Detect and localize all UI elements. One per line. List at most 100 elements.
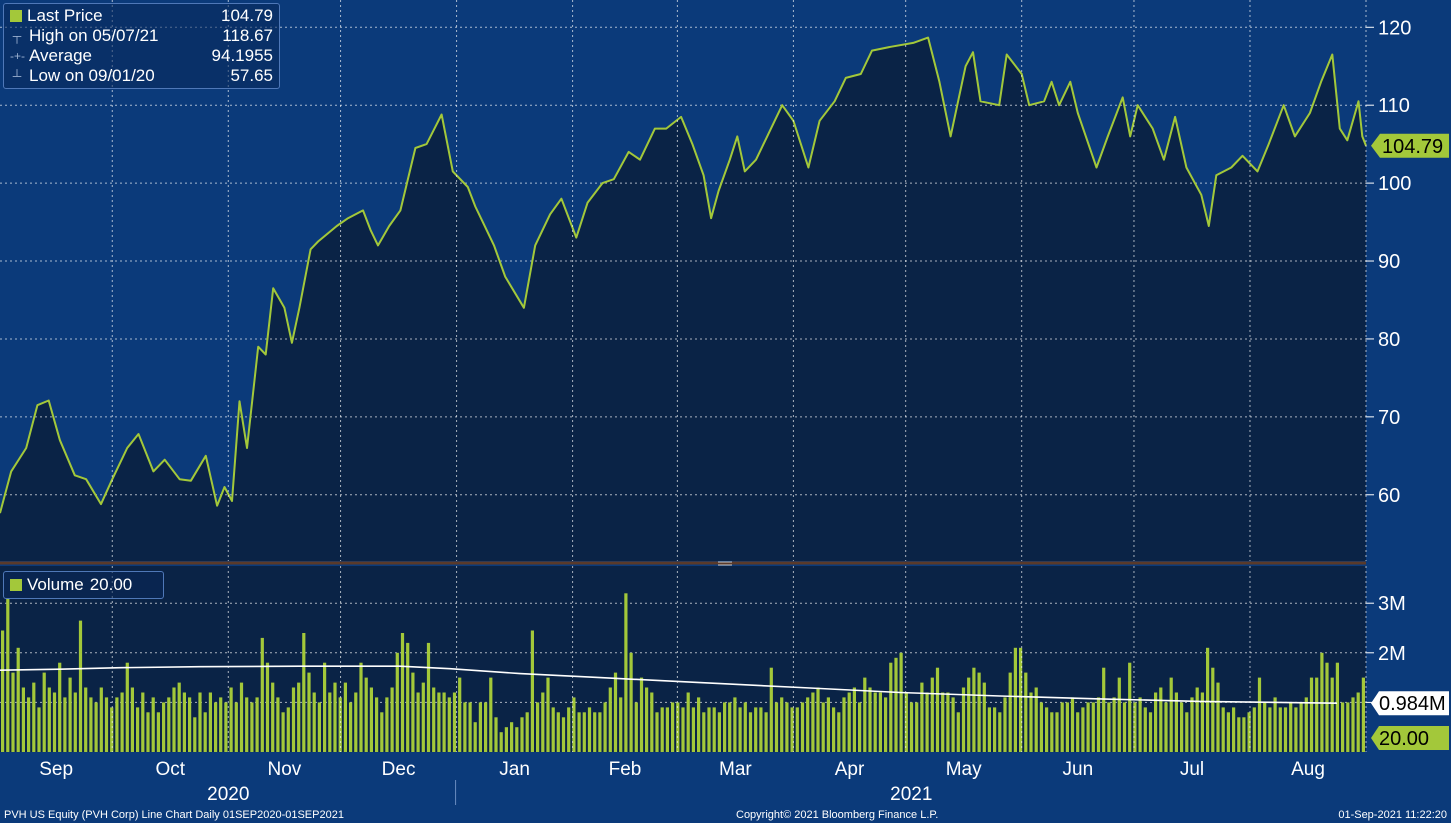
legend-volume[interactable]: Volume 20.00 — [10, 575, 157, 595]
volume-bar — [795, 707, 799, 752]
volume-bar — [1086, 702, 1090, 752]
volume-bar — [1174, 692, 1178, 752]
volume-bar — [42, 672, 46, 752]
volume-bar — [556, 712, 560, 752]
volume-bar — [21, 687, 25, 752]
volume-bar — [733, 697, 737, 752]
volume-bar — [1289, 702, 1293, 752]
volume-bar — [130, 687, 134, 752]
volume-legend[interactable]: Volume 20.00 — [3, 571, 164, 599]
volume-bar — [364, 677, 368, 752]
volume-bar — [416, 692, 420, 752]
volume-bar — [889, 662, 893, 752]
volume-bar — [909, 702, 914, 752]
volume-bar — [1148, 712, 1153, 752]
volume-bar — [198, 692, 202, 752]
volume-bar — [156, 712, 160, 752]
volume-bar — [1, 630, 5, 752]
volume-average-tag — [1371, 691, 1449, 716]
volume-bar — [276, 697, 280, 752]
month-tick-label: Mar — [719, 759, 752, 780]
volume-bar — [494, 717, 498, 752]
volume-bar — [826, 697, 830, 752]
volume-bar — [1268, 707, 1272, 752]
volume-bar — [182, 692, 186, 752]
volume-bar — [878, 692, 882, 752]
volume-bar — [1096, 697, 1101, 752]
volume-bar — [1361, 677, 1365, 752]
month-tick-label: Jun — [1063, 759, 1094, 780]
footer-center: Copyright© 2021 Bloomberg Finance L.P. — [736, 809, 938, 821]
volume-bar — [650, 692, 654, 752]
legend-high[interactable]: ┬ High on 05/07/21 118.67 — [10, 26, 273, 46]
volume-bar — [634, 702, 638, 752]
volume-bar — [63, 697, 67, 752]
volume-bar — [541, 692, 545, 752]
volume-bar — [317, 702, 321, 752]
volume-bar — [1154, 692, 1158, 752]
high-marker-icon: ┬ — [12, 29, 22, 43]
volume-bar — [525, 712, 529, 752]
volume-bar — [1003, 697, 1007, 752]
volume-bar — [639, 677, 644, 752]
volume-bar — [754, 707, 758, 752]
volume-bar — [832, 707, 836, 752]
volume-bar — [1278, 707, 1282, 752]
volume-bar — [421, 682, 425, 752]
volume-bar — [271, 682, 275, 752]
volume-bar — [385, 697, 389, 752]
volume-bar — [229, 687, 233, 752]
volume-bar — [587, 707, 592, 752]
volume-bar — [785, 702, 789, 752]
volume-bar — [395, 652, 399, 752]
volume-bar — [478, 702, 482, 752]
volume-bar — [338, 697, 342, 752]
volume-bar — [977, 672, 981, 752]
price-legend[interactable]: Last Price 104.79 ┬ High on 05/07/21 118… — [3, 3, 280, 89]
legend-low[interactable]: ┴ Low on 09/01/20 57.65 — [10, 66, 273, 86]
volume-bar — [572, 697, 576, 752]
price-tick-label: 120 — [1378, 17, 1411, 39]
volume-bar — [426, 642, 431, 752]
volume-bar — [987, 707, 991, 752]
volume-bar — [141, 692, 145, 752]
volume-bar — [665, 707, 669, 752]
volume-bar — [774, 702, 779, 752]
volume-bar — [1102, 667, 1106, 752]
volume-bar — [852, 687, 856, 752]
volume-bar — [1034, 687, 1038, 752]
volume-bar — [1257, 677, 1262, 752]
legend-last-price[interactable]: Last Price 104.79 — [10, 6, 273, 26]
volume-bar — [671, 702, 675, 752]
legend-average[interactable]: -+- Average 94.1955 — [10, 46, 273, 66]
volume-bar — [354, 692, 358, 752]
volume-bar — [16, 647, 20, 752]
footer-right: 01-Sep-2021 11:22:20 — [1338, 809, 1447, 821]
volume-bar — [68, 677, 72, 752]
volume-bar — [1190, 697, 1194, 752]
volume-bar — [613, 672, 618, 752]
year-label-2021: 2021 — [890, 784, 932, 805]
volume-bar — [1133, 702, 1137, 752]
volume-bar — [1200, 692, 1204, 752]
volume-bar — [219, 697, 223, 752]
volume-bar — [260, 637, 264, 752]
volume-bar — [561, 717, 566, 752]
volume-average-tag-label: 0.984M — [1379, 693, 1446, 715]
volume-bar — [1081, 707, 1085, 752]
volume-bar — [1122, 702, 1127, 752]
volume-bar — [899, 652, 903, 752]
volume-bar — [239, 682, 244, 752]
volume-bar — [930, 677, 934, 752]
volume-bar — [536, 702, 540, 752]
volume-bar — [582, 712, 586, 752]
high-value: 118.67 — [222, 26, 273, 45]
volume-bar — [567, 707, 571, 752]
price-tick-label: 90 — [1378, 251, 1400, 273]
volume-bar — [1039, 702, 1043, 752]
volume-bar — [1019, 647, 1023, 752]
volume-bar — [1128, 662, 1132, 752]
volume-tick-label: 3M — [1378, 593, 1406, 615]
volume-bar — [967, 677, 971, 752]
